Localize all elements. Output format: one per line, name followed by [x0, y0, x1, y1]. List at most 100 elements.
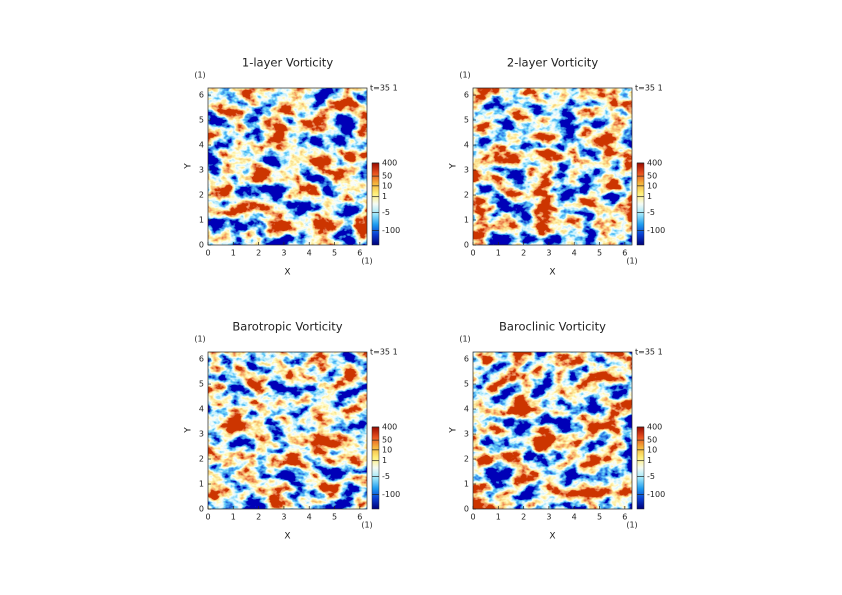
colorbar-tick-label: -5 [647, 472, 655, 481]
x-tick-label: 4 [572, 249, 577, 258]
y-tick-label: 5 [464, 380, 469, 389]
x-tick-label: 0 [205, 249, 210, 258]
colorbar-tick-label: 1 [382, 192, 387, 201]
y-tick-label: 2 [199, 191, 204, 200]
y-tick-label: 4 [199, 405, 204, 414]
y-tick-label: 2 [199, 455, 204, 464]
colorbar [371, 426, 380, 510]
y-tick-label: 0 [199, 505, 204, 514]
x-tick-label: 0 [470, 513, 475, 522]
x-tick-label: 3 [546, 249, 551, 258]
x-axis-label: X [284, 532, 290, 542]
vorticity-field [208, 88, 367, 245]
y-unit: (1) [459, 71, 470, 80]
colorbar-tick-label: 1 [647, 192, 652, 201]
y-tick-label: 6 [464, 91, 469, 100]
y-tick-label: 4 [199, 141, 204, 150]
x-tick-label: 5 [597, 513, 602, 522]
x-unit: (1) [361, 257, 372, 266]
x-axis-label: X [549, 532, 555, 542]
y-tick-label: 5 [464, 116, 469, 125]
y-tick-label: 3 [464, 430, 469, 439]
colorbar-tick-label: 10 [382, 445, 392, 454]
colorbar-tick-label: -100 [382, 490, 400, 499]
colorbar-tick-label: -5 [382, 208, 390, 217]
time-label: t=35 1 [370, 84, 398, 93]
x-unit: (1) [626, 521, 637, 530]
plot-frame [472, 87, 633, 246]
colorbar-tick-label: 400 [647, 423, 662, 432]
y-tick-label: 3 [199, 166, 204, 175]
y-tick-label: 1 [199, 216, 204, 225]
x-tick-label: 2 [256, 513, 261, 522]
y-tick-label: 3 [199, 430, 204, 439]
time-label: t=35 1 [370, 348, 398, 357]
y-tick-label: 0 [464, 241, 469, 250]
colorbar-tick-label: 400 [382, 159, 397, 168]
x-tick-label: 1 [231, 513, 236, 522]
y-tick-label: 1 [464, 480, 469, 489]
y-tick-label: 5 [199, 116, 204, 125]
colorbar-tick-label: 50 [382, 172, 392, 181]
x-tick-label: 1 [496, 249, 501, 258]
x-tick-label: 6 [357, 513, 362, 522]
vorticity-field [208, 352, 367, 509]
x-tick-label: 3 [546, 513, 551, 522]
x-tick-label: 0 [470, 249, 475, 258]
colorbar-tick-label: 1 [647, 456, 652, 465]
panel-title: 2-layer Vorticity [507, 56, 598, 70]
y-tick-label: 4 [464, 405, 469, 414]
y-tick-label: 6 [464, 355, 469, 364]
y-tick-label: 2 [464, 455, 469, 464]
y-axis-label: Y [449, 163, 459, 170]
vorticity-field [473, 88, 632, 245]
colorbar-tick-label: 10 [647, 181, 657, 190]
y-tick-label: 3 [464, 166, 469, 175]
y-axis-label: Y [449, 427, 459, 434]
x-tick-label: 5 [332, 249, 337, 258]
y-tick-label: 6 [199, 355, 204, 364]
x-tick-label: 4 [572, 513, 577, 522]
colorbar-tick-label: -5 [382, 472, 390, 481]
colorbar-tick-label: 10 [382, 181, 392, 190]
panel-title: 1-layer Vorticity [242, 56, 333, 70]
panel-title: Baroclinic Vorticity [499, 320, 606, 334]
y-tick-label: 6 [199, 91, 204, 100]
x-unit: (1) [361, 521, 372, 530]
x-tick-label: 2 [256, 249, 261, 258]
x-tick-label: 3 [281, 513, 286, 522]
y-axis-label: Y [184, 427, 194, 434]
y-unit: (1) [459, 335, 470, 344]
x-tick-label: 6 [622, 513, 627, 522]
x-unit: (1) [626, 257, 637, 266]
x-tick-label: 5 [597, 249, 602, 258]
colorbar [371, 162, 380, 246]
y-tick-label: 0 [464, 505, 469, 514]
colorbar-tick-label: 50 [647, 172, 657, 181]
x-tick-label: 1 [231, 249, 236, 258]
colorbar-tick-label: -100 [382, 226, 400, 235]
y-unit: (1) [194, 71, 205, 80]
colorbar-tick-label: 50 [647, 436, 657, 445]
x-tick-label: 5 [332, 513, 337, 522]
colorbar-tick-label: 1 [382, 456, 387, 465]
y-axis-label: Y [184, 163, 194, 170]
colorbar-tick-label: 400 [647, 159, 662, 168]
colorbar-tick-label: 50 [382, 436, 392, 445]
x-tick-label: 4 [307, 513, 312, 522]
y-tick-label: 5 [199, 380, 204, 389]
colorbar [636, 426, 645, 510]
x-tick-label: 2 [521, 513, 526, 522]
x-tick-label: 6 [357, 249, 362, 258]
x-tick-label: 2 [521, 249, 526, 258]
colorbar-tick-label: -100 [647, 490, 665, 499]
x-tick-label: 1 [496, 513, 501, 522]
y-tick-label: 2 [464, 191, 469, 200]
plot-frame [207, 351, 368, 510]
time-label: t=35 1 [635, 84, 663, 93]
y-unit: (1) [194, 335, 205, 344]
y-tick-label: 4 [464, 141, 469, 150]
x-axis-label: X [549, 268, 555, 278]
panel-title: Barotropic Vorticity [232, 320, 342, 334]
